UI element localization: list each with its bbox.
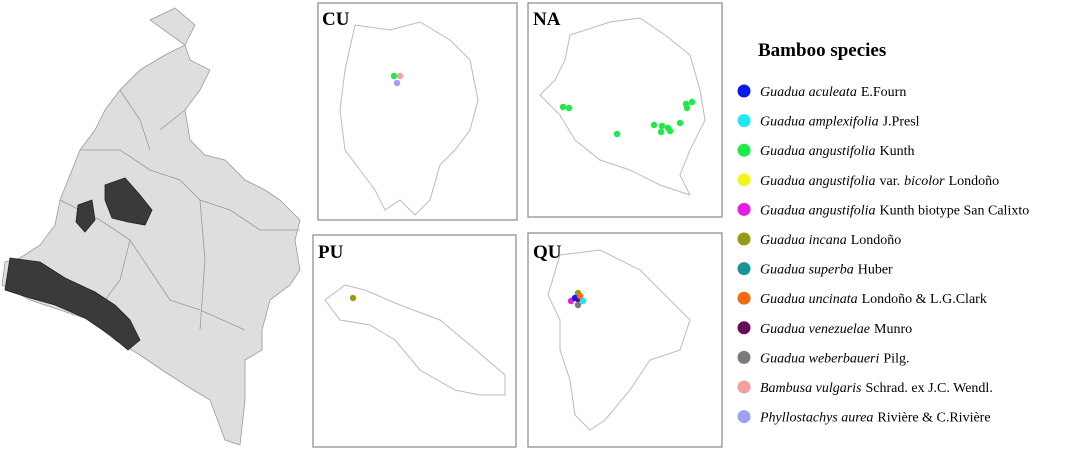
legend-swatch — [737, 350, 751, 364]
legend-label-part: Huber — [858, 263, 893, 278]
occurrence-dot — [393, 79, 401, 87]
occurrence-dot — [676, 119, 684, 127]
legend-swatch — [737, 380, 751, 394]
legend-label: Guadua weberbaueri Pilg. — [760, 351, 909, 366]
occurrence-dot — [683, 104, 691, 112]
occurrence-dot — [579, 297, 587, 305]
legend-label-part: Guadua aculeata — [760, 85, 857, 100]
legend-label-part: Guadua amplexifolia — [760, 115, 879, 130]
legend-label-part: Bambusa vulgaris — [760, 381, 862, 396]
legend-swatch — [737, 173, 751, 187]
legend-swatch — [737, 143, 751, 157]
legend-label-part: Kunth biotype San Calixto — [880, 203, 1030, 218]
legend-label-part: Guadua venezuelae — [760, 322, 870, 337]
legend-label-part: Guadua angustifolia — [760, 203, 876, 218]
pu-outline — [324, 284, 506, 396]
legend-swatch — [737, 114, 751, 128]
occurrence-dot — [576, 292, 584, 300]
legend-label-part: Guadua superba — [760, 263, 854, 278]
legend-label: Guadua incana Londoño — [760, 233, 901, 248]
occurrence-dot — [657, 128, 665, 136]
occurrence-dot — [658, 122, 666, 130]
legend-label: Phyllostachys aurea Rivière & C.Rivière — [759, 411, 991, 426]
legend-swatch — [737, 232, 751, 246]
panel-label: QU — [533, 242, 562, 263]
occurrence-dot — [613, 130, 621, 138]
legend-label: Guadua uncinata Londoño & L.G.Clark — [760, 292, 987, 307]
legend-label: Guadua angustifolia Kunth — [760, 144, 915, 159]
legend-label-part: Guadua weberbaueri — [760, 351, 879, 366]
occurrence-dot — [650, 121, 658, 129]
legend-label-part: Guadua incana — [760, 233, 847, 248]
legend-label-part: J.Presl — [883, 115, 920, 130]
occurrence-dot — [396, 72, 404, 80]
occurrence-dot — [571, 294, 579, 302]
qu-outline — [547, 249, 691, 431]
legend-label-part: Pilg. — [883, 351, 909, 366]
panel-label: PU — [318, 242, 344, 263]
legend-label-part: Londoño & L.G.Clark — [862, 292, 987, 307]
legend-label-part: Rivière & C.Rivière — [877, 411, 990, 426]
legend-label-part: Munro — [874, 322, 912, 337]
na-outline — [539, 17, 706, 196]
occurrence-dot — [390, 72, 398, 80]
occurrence-dot — [559, 103, 567, 111]
legend-label-part: Guadua angustifolia — [760, 144, 876, 159]
occurrence-dot — [574, 301, 582, 309]
legend-label-part: bicolor — [904, 174, 945, 189]
legend-label-part: Schrad. ex J.C. Wendl. — [866, 381, 993, 396]
legend-swatch — [737, 291, 751, 305]
legend-label: Bambusa vulgaris Schrad. ex J.C. Wendl. — [760, 381, 993, 396]
legend-label-part: E.Fourn — [861, 85, 907, 100]
legend-label: Guadua angustifolia var. bicolor Londoño — [760, 174, 999, 189]
colombia-map — [1, 7, 301, 446]
legend-swatch — [737, 84, 751, 98]
legend-label-part: Phyllostachys aurea — [759, 411, 873, 426]
occurrence-dot — [666, 127, 674, 135]
legend-label: Guadua aculeata E.Fourn — [760, 85, 906, 100]
legend-swatch — [737, 202, 751, 216]
legend-label-part: var. — [880, 174, 901, 189]
legend-label-part: Guadua angustifolia — [760, 174, 876, 189]
legend-label: Guadua amplexifolia J.Presl — [760, 115, 920, 130]
panel-label: NA — [533, 9, 561, 30]
legend-label-part: Kunth — [880, 144, 915, 159]
occurrence-dot — [688, 98, 696, 106]
legend-swatch — [737, 321, 751, 335]
legend-label: Guadua angustifolia Kunth biotype San Cal… — [760, 203, 1029, 218]
occurrence-dot — [565, 104, 573, 112]
occurrence-dot — [349, 294, 357, 302]
legend-label: Guadua venezuelae Munro — [760, 322, 912, 337]
legend: Guadua aculeata E.Fourn Guadua amplexifoli… — [737, 84, 1029, 426]
legend-swatch — [737, 410, 751, 424]
panel-label: CU — [322, 9, 350, 30]
cu-outline — [339, 21, 479, 216]
legend-swatch — [737, 262, 751, 276]
legend-label-part: Londoño — [851, 233, 902, 248]
legend-label-part: Londoño — [949, 174, 1000, 189]
legend-title: Bamboo species — [758, 40, 886, 61]
occurrence-dots — [349, 72, 696, 309]
legend-label-part: Guadua uncinata — [760, 292, 858, 307]
legend-label: Guadua superba Huber — [760, 263, 893, 278]
